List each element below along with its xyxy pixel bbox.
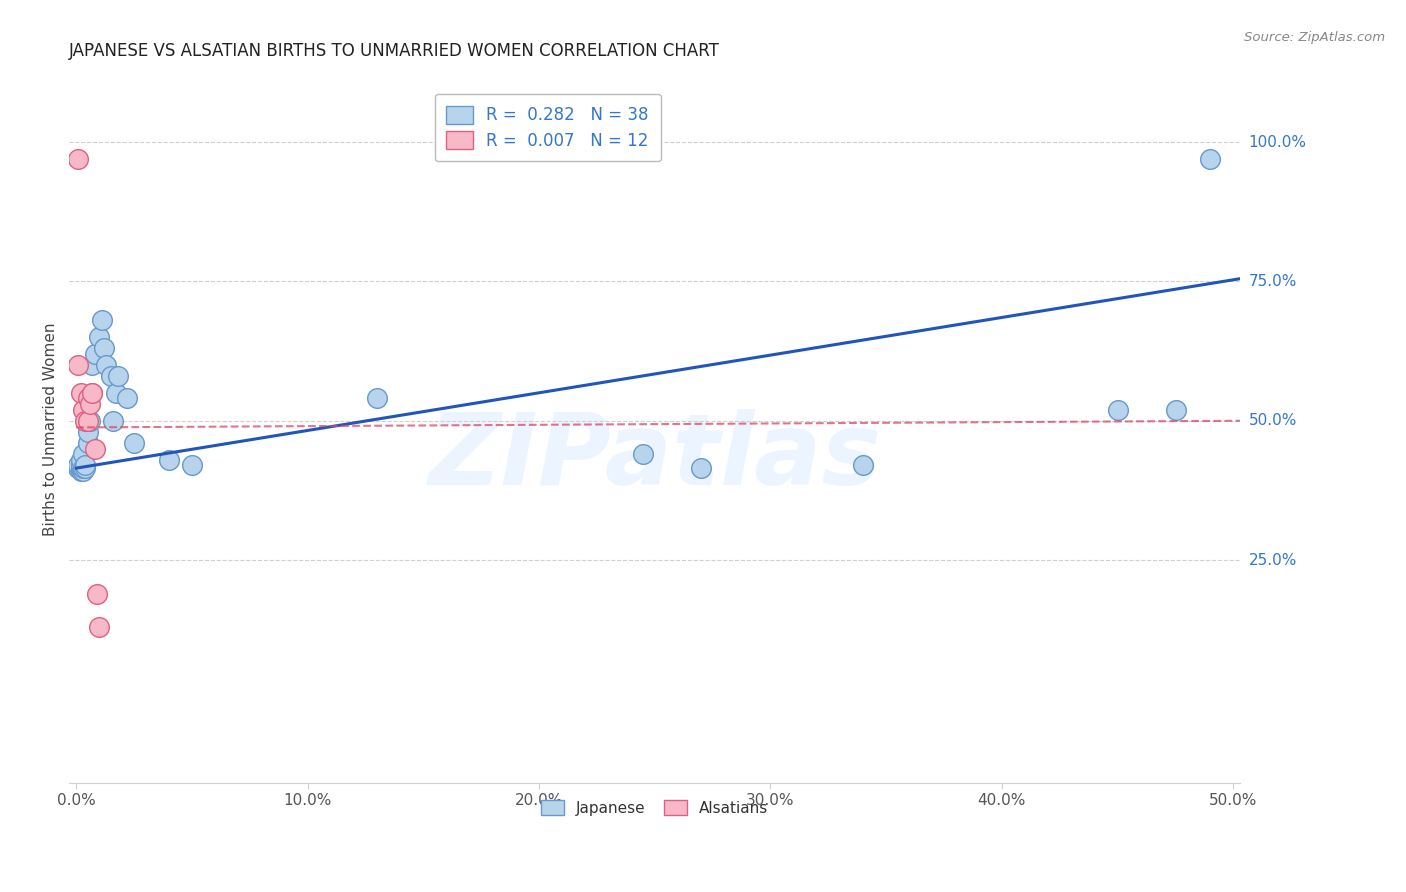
Point xyxy=(122,436,145,450)
Point xyxy=(93,341,115,355)
Text: 50.0%: 50.0% xyxy=(1249,413,1296,428)
Point xyxy=(67,458,90,473)
Point xyxy=(69,461,91,475)
Point xyxy=(82,385,104,400)
Point xyxy=(86,586,108,600)
Point xyxy=(1199,152,1222,166)
Point xyxy=(69,452,91,467)
Point xyxy=(82,385,104,400)
Point xyxy=(89,330,111,344)
Text: ZIPatlas: ZIPatlas xyxy=(429,409,882,506)
Point xyxy=(67,461,90,475)
Point xyxy=(115,392,138,406)
Point xyxy=(631,447,654,461)
Point xyxy=(83,442,105,456)
Point xyxy=(1164,402,1187,417)
Point xyxy=(76,425,98,439)
Point xyxy=(69,458,91,473)
Point xyxy=(90,313,112,327)
Point xyxy=(67,358,90,372)
Point xyxy=(107,369,129,384)
Legend: Japanese, Alsatians: Japanese, Alsatians xyxy=(531,790,778,825)
Point xyxy=(89,620,111,634)
Point xyxy=(96,358,118,372)
Text: 75.0%: 75.0% xyxy=(1249,274,1296,289)
Point xyxy=(103,414,125,428)
Point xyxy=(69,385,91,400)
Point xyxy=(75,461,97,475)
Point xyxy=(67,461,90,475)
Text: 100.0%: 100.0% xyxy=(1249,135,1306,150)
Point xyxy=(75,414,97,428)
Point xyxy=(852,458,875,473)
Point xyxy=(79,414,101,428)
Point xyxy=(72,464,94,478)
Point xyxy=(83,347,105,361)
Point xyxy=(690,461,713,475)
Point xyxy=(180,458,202,473)
Point xyxy=(72,447,94,461)
Point xyxy=(69,464,91,478)
Point xyxy=(72,402,94,417)
Point xyxy=(76,392,98,406)
Y-axis label: Births to Unmarried Women: Births to Unmarried Women xyxy=(44,322,58,536)
Text: Source: ZipAtlas.com: Source: ZipAtlas.com xyxy=(1244,31,1385,45)
Text: 25.0%: 25.0% xyxy=(1249,553,1296,567)
Point xyxy=(1107,402,1129,417)
Point xyxy=(366,392,388,406)
Point xyxy=(79,397,101,411)
Point xyxy=(67,152,90,166)
Point xyxy=(100,369,122,384)
Point xyxy=(69,461,91,475)
Point xyxy=(82,358,104,372)
Text: JAPANESE VS ALSATIAN BIRTHS TO UNMARRIED WOMEN CORRELATION CHART: JAPANESE VS ALSATIAN BIRTHS TO UNMARRIED… xyxy=(69,42,720,60)
Point xyxy=(104,385,127,400)
Point xyxy=(157,452,180,467)
Point xyxy=(72,461,94,475)
Point xyxy=(76,414,98,428)
Point xyxy=(75,458,97,473)
Point xyxy=(76,436,98,450)
